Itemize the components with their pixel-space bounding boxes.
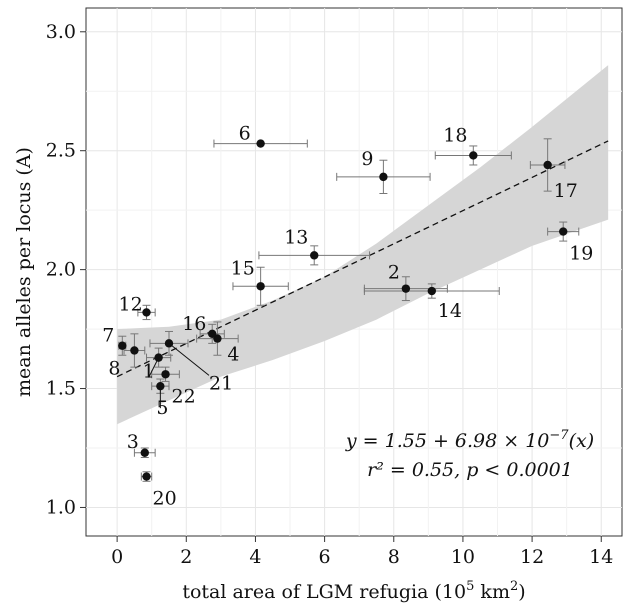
regression-line — [116, 140, 609, 378]
confidence-band-area — [117, 65, 609, 425]
data-point-22 — [161, 370, 170, 379]
x-tick-label: 6 — [319, 546, 331, 568]
data-point-20 — [142, 472, 151, 481]
y-tick-label: 3.0 — [46, 21, 76, 43]
point-label-2: 2 — [388, 262, 400, 284]
data-point-15 — [256, 282, 265, 291]
point-label-17: 17 — [554, 180, 578, 202]
y-tick-label: 2.0 — [46, 259, 76, 281]
x-tick-label: 12 — [520, 546, 544, 568]
y-axis-label: mean alleles per locus (A) — [13, 147, 35, 397]
data-point-13 — [310, 251, 319, 260]
point-label-7: 7 — [102, 325, 114, 347]
point-label-3: 3 — [127, 431, 139, 453]
leader-line-21 — [168, 342, 210, 376]
x-tick-label: 10 — [451, 546, 475, 568]
data-points — [118, 139, 568, 481]
point-label-20: 20 — [153, 488, 177, 510]
regression-equation: y = 1.55 + 6.98 × 10−7(x) — [345, 428, 594, 452]
y-tick-label: 1.5 — [46, 378, 76, 400]
y-tick-label: 1.0 — [46, 496, 76, 518]
y-tick-label: 2.5 — [46, 140, 76, 162]
data-point-1 — [154, 353, 163, 362]
point-label-16: 16 — [182, 313, 206, 335]
point-label-14: 14 — [438, 300, 462, 322]
data-point-14 — [427, 286, 437, 296]
point-label-1: 1 — [143, 361, 155, 383]
point-label-6: 6 — [239, 123, 251, 145]
x-tick-label: 14 — [589, 546, 613, 568]
point-label-13: 13 — [284, 226, 308, 248]
point-label-12: 12 — [119, 293, 143, 315]
data-point-18 — [469, 151, 478, 160]
data-point-12 — [142, 308, 151, 317]
x-tick-label: 4 — [249, 546, 261, 568]
point-label-18: 18 — [443, 124, 467, 146]
point-label-15: 15 — [231, 257, 255, 279]
point-label-21: 21 — [209, 372, 233, 394]
x-axis-label: total area of LGM refugia (105 km2) — [182, 579, 525, 603]
point-label-22: 22 — [172, 385, 196, 407]
data-point-16 — [208, 329, 217, 339]
x-axis-ticks: 0 2 4 6 8 10 12 14 — [111, 536, 613, 568]
y-axis-ticks: 1.0 1.5 2.0 2.5 3.0 — [46, 21, 86, 518]
regression-stats: r² = 0.55, p < 0.0001 — [367, 459, 573, 481]
data-point-6 — [256, 139, 265, 148]
data-point-8 — [130, 346, 139, 355]
data-point-7 — [118, 341, 127, 350]
point-label-19: 19 — [569, 243, 593, 265]
point-label-5: 5 — [156, 397, 168, 419]
regression-fit-line — [116, 140, 609, 378]
confidence-band — [117, 65, 609, 425]
point-label-9: 9 — [361, 148, 373, 170]
data-point-9 — [379, 172, 388, 182]
data-point-17 — [543, 160, 552, 170]
data-point-19 — [559, 227, 568, 236]
data-point-2 — [401, 284, 411, 293]
point-label-8: 8 — [108, 357, 120, 379]
x-tick-label: 0 — [111, 546, 123, 568]
data-point-3 — [140, 448, 149, 457]
leader-lines — [148, 342, 210, 409]
leader-line-1 — [148, 357, 160, 378]
x-tick-label: 2 — [180, 546, 192, 568]
point-label-4: 4 — [227, 344, 239, 366]
x-tick-label: 8 — [388, 546, 400, 568]
